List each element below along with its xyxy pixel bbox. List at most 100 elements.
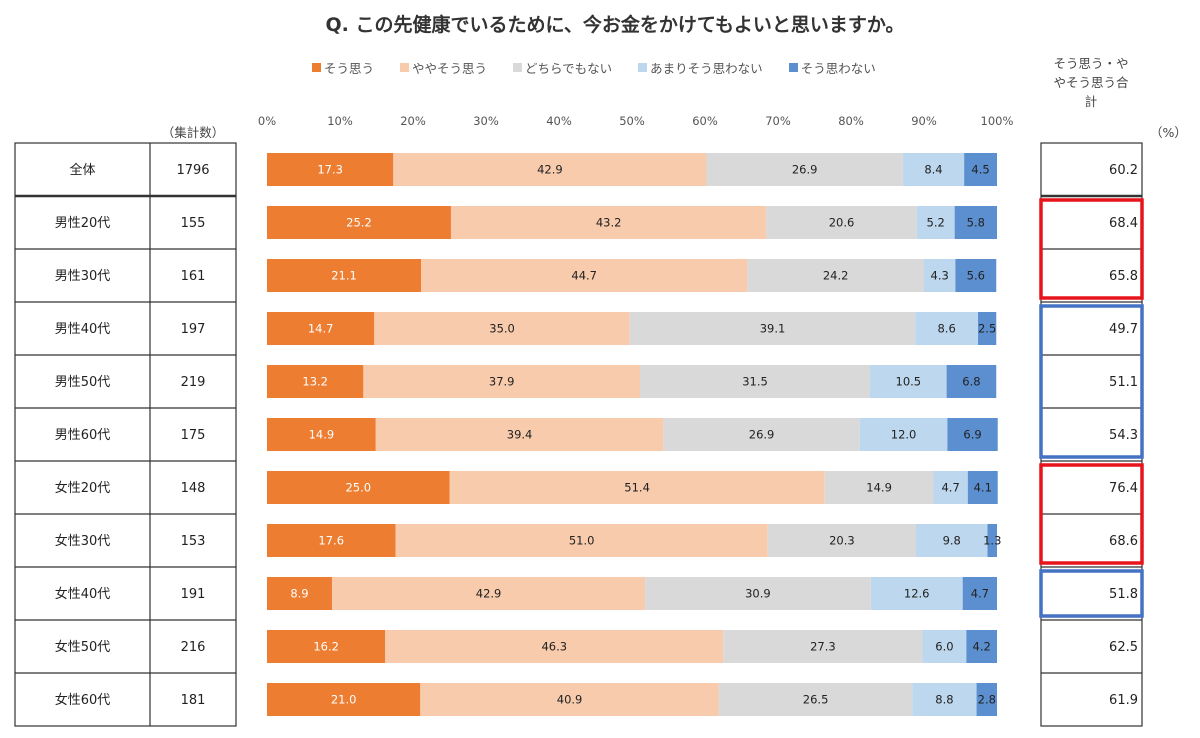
bar-segment-r8-s2	[645, 577, 871, 610]
bar-segment-r2-s4	[955, 259, 997, 292]
legend-label-3: あまりそう思わない	[650, 60, 763, 76]
row-total-7: 68.6	[1109, 534, 1138, 549]
bar-segment-r4-s1	[363, 365, 641, 398]
row-total-8: 51.8	[1109, 587, 1138, 602]
percent-unit-label: （%）	[1150, 125, 1187, 140]
bar-segment-r10-s1	[420, 683, 719, 716]
row-count-3: 197	[181, 322, 206, 337]
bar-segment-r8-s4	[962, 577, 997, 610]
bar-segment-r9-s3	[922, 630, 967, 663]
row-count-5: 175	[181, 428, 206, 443]
highlight-box-2	[1039, 463, 1144, 565]
bar-label-r9-s4: 4.2	[973, 640, 991, 654]
bar-segment-r1-s3	[916, 206, 955, 239]
bar-label-r4-s2: 31.5	[742, 375, 768, 389]
bar-segment-r1-s0	[267, 206, 451, 239]
legend-swatch-2	[513, 62, 523, 72]
bar-segment-r10-s2	[718, 683, 913, 716]
x-tick-label-0: 0%	[258, 114, 276, 128]
bar-segment-r7-s3	[915, 524, 988, 557]
highlight-box-1	[1039, 304, 1144, 459]
row-category-9: 女性50代	[55, 639, 111, 655]
bar-label-r3-s1: 35.0	[489, 322, 515, 336]
bar-label-r8-s2: 30.9	[745, 587, 771, 601]
bar-label-r1-s0: 25.2	[346, 216, 372, 230]
bar-segment-r0-s0	[267, 153, 394, 186]
bar-label-r8-s3: 12.6	[904, 587, 930, 601]
highlight-box-0	[1039, 198, 1144, 300]
x-tick-label-4: 40%	[546, 114, 572, 128]
bar-label-r6-s2: 14.9	[866, 481, 892, 495]
bar-label-r8-s0: 8.9	[290, 587, 308, 601]
bar-label-r1-s4: 5.8	[967, 216, 985, 230]
total-header-line-1: そう思う・や	[1053, 56, 1129, 71]
bar-segment-r6-s4	[967, 471, 998, 504]
bar-label-r6-s4: 4.1	[974, 481, 992, 495]
bar-label-r4-s0: 13.2	[302, 375, 328, 389]
legend-swatch-3	[638, 62, 648, 72]
legend-item-4: そう思わない	[788, 58, 876, 76]
bar-label-r7-s3: 9.8	[943, 534, 961, 548]
bar-segment-r9-s2	[723, 630, 923, 663]
bar-segment-r9-s0	[267, 630, 386, 663]
row-total-1: 68.4	[1109, 216, 1138, 231]
bar-label-r9-s3: 6.0	[935, 640, 953, 654]
row-category-3: 男性40代	[55, 322, 111, 337]
bar-label-r8-s1: 42.9	[476, 587, 502, 601]
legend-label-4: そう思わない	[800, 60, 876, 76]
bar-segment-r10-s3	[912, 683, 977, 716]
legend-swatch-1	[400, 62, 410, 72]
bar-segment-r2-s2	[747, 259, 924, 292]
bar-segment-r2-s0	[267, 259, 422, 292]
legend-swatch-4	[788, 62, 798, 72]
row-total-4: 51.1	[1109, 375, 1138, 390]
x-tick-label-9: 90%	[911, 114, 937, 128]
row-total-6: 76.4	[1109, 481, 1138, 496]
row-category-7: 女性30代	[55, 533, 111, 549]
bar-segment-r4-s4	[946, 365, 997, 398]
bar-segment-r6-s1	[449, 471, 825, 504]
bar-segment-r3-s2	[629, 312, 916, 345]
x-tick-label-7: 70%	[765, 114, 791, 128]
bar-label-r2-s4: 5.6	[967, 269, 985, 283]
bar-segment-r8-s3	[870, 577, 963, 610]
x-tick-label-8: 80%	[838, 114, 864, 128]
total-header-line-3: 計	[1084, 94, 1098, 109]
bar-label-r3-s0: 14.7	[308, 322, 334, 336]
bar-label-r0-s4: 4.5	[971, 163, 989, 177]
x-tick-label-10: 100%	[981, 114, 1014, 128]
bar-segment-r7-s4	[987, 524, 997, 557]
total-header-line-2: やそう思う合	[1053, 75, 1129, 90]
bar-segment-r7-s1	[395, 524, 768, 557]
bar-label-r5-s3: 12.0	[891, 428, 917, 442]
bar-segment-r5-s3	[859, 418, 948, 451]
row-total-2: 65.8	[1109, 269, 1138, 284]
bar-label-r10-s1: 40.9	[557, 693, 583, 707]
bar-segment-r7-s0	[267, 524, 396, 557]
x-tick-label-3: 30%	[473, 114, 499, 128]
row-category-1: 男性20代	[55, 216, 111, 231]
bar-label-r7-s4: 1.3	[983, 534, 1001, 548]
bar-label-r3-s3: 8.6	[937, 322, 955, 336]
bar-segment-r1-s2	[766, 206, 917, 239]
bar-label-r2-s3: 4.3	[931, 269, 949, 283]
legend-item-1: ややそう思う	[400, 58, 487, 76]
bar-segment-r0-s1	[393, 153, 707, 186]
bar-label-r2-s1: 44.7	[571, 269, 597, 283]
bar-label-r1-s1: 43.2	[596, 216, 622, 230]
row-total-0: 60.2	[1109, 163, 1138, 178]
row-count-10: 181	[181, 693, 206, 708]
row-count-1: 155	[181, 216, 206, 231]
row-total-9: 62.5	[1109, 640, 1138, 655]
bar-label-r1-s2: 20.6	[829, 216, 855, 230]
bar-label-r0-s3: 8.4	[924, 163, 942, 177]
bar-segment-r3-s3	[915, 312, 979, 345]
bar-label-r5-s1: 39.4	[507, 428, 533, 442]
bar-label-r7-s1: 51.0	[569, 534, 595, 548]
bar-label-r9-s2: 27.3	[810, 640, 836, 654]
highlight-box-3	[1039, 569, 1144, 618]
bar-segment-r0-s3	[902, 153, 965, 186]
bar-segment-r0-s2	[706, 153, 903, 186]
row-total-3: 49.7	[1109, 322, 1138, 337]
bar-label-r2-s2: 24.2	[823, 269, 849, 283]
